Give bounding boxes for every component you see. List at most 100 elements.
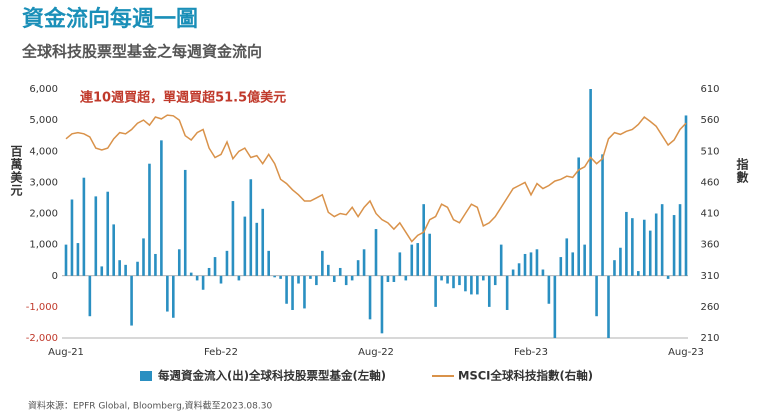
bar bbox=[410, 244, 414, 276]
bar bbox=[261, 208, 265, 276]
y-tick-label: 0 bbox=[52, 271, 58, 282]
bar bbox=[70, 199, 74, 276]
bar bbox=[613, 260, 616, 276]
bar bbox=[505, 275, 509, 310]
y2-tick-label: 560 bbox=[700, 115, 719, 126]
bar bbox=[285, 275, 288, 304]
y-tick-label: 6,000 bbox=[29, 84, 58, 95]
x-tick-label: Aug-21 bbox=[48, 347, 84, 358]
chart-subtitle: 全球科技股票型基金之每週資金流向 bbox=[21, 43, 262, 61]
bar bbox=[440, 275, 443, 281]
x-tick-label: Feb-23 bbox=[514, 347, 548, 358]
bar bbox=[243, 216, 247, 276]
bar bbox=[380, 275, 384, 334]
y2-tick-label: 360 bbox=[700, 240, 719, 251]
bar bbox=[619, 247, 622, 276]
bar bbox=[482, 275, 485, 281]
bar bbox=[428, 233, 431, 276]
annotation: 連10週買超，單週買超51.5億美元 bbox=[80, 90, 286, 106]
bar bbox=[416, 243, 420, 276]
bar bbox=[637, 271, 640, 276]
bar bbox=[332, 275, 336, 282]
bar bbox=[559, 257, 563, 276]
bar bbox=[541, 269, 545, 276]
bar bbox=[553, 275, 557, 338]
bar bbox=[404, 275, 408, 281]
source: 資料來源：EPFR Global, Bloomberg,資料截至2023.08.… bbox=[28, 400, 272, 412]
x-tick-label: Aug-23 bbox=[668, 347, 704, 358]
bar bbox=[136, 261, 139, 276]
bar bbox=[458, 275, 461, 286]
bar bbox=[309, 275, 312, 279]
y-tick-label: 2,000 bbox=[29, 209, 58, 220]
bar bbox=[571, 252, 575, 276]
bar bbox=[344, 275, 348, 286]
bar bbox=[94, 196, 98, 276]
bar bbox=[166, 275, 169, 312]
bar bbox=[648, 230, 652, 276]
bar bbox=[338, 267, 342, 276]
bar bbox=[172, 275, 175, 318]
bar bbox=[523, 253, 527, 276]
bar bbox=[529, 252, 533, 276]
bar bbox=[279, 275, 282, 279]
bar bbox=[213, 257, 217, 276]
bar bbox=[255, 222, 259, 276]
bar bbox=[386, 275, 390, 282]
bar bbox=[607, 275, 610, 338]
bar bbox=[160, 140, 163, 276]
bar bbox=[267, 250, 270, 276]
bar bbox=[487, 275, 491, 307]
bar bbox=[112, 224, 115, 276]
y2-tick-label: 260 bbox=[700, 302, 719, 313]
bar bbox=[321, 250, 324, 276]
bar bbox=[88, 275, 92, 317]
bar bbox=[76, 243, 80, 276]
bar bbox=[464, 275, 467, 292]
line bbox=[65, 114, 687, 243]
bar bbox=[517, 263, 521, 276]
bar bbox=[231, 201, 235, 276]
bar bbox=[470, 275, 473, 295]
y-tick-label: -1,000 bbox=[26, 302, 58, 313]
bar bbox=[195, 275, 199, 281]
bar bbox=[684, 115, 688, 276]
bar bbox=[535, 249, 539, 276]
y-tick-label: 5,000 bbox=[29, 115, 58, 126]
bar bbox=[595, 275, 598, 317]
bar bbox=[189, 272, 193, 276]
bar bbox=[207, 267, 211, 276]
bar bbox=[452, 275, 455, 289]
bar bbox=[565, 238, 569, 276]
legend-label: MSCI全球科技指數(右軸) bbox=[458, 369, 593, 383]
bar bbox=[327, 264, 330, 276]
bar bbox=[672, 215, 676, 276]
bar bbox=[100, 266, 104, 276]
bar bbox=[273, 275, 276, 278]
legend-swatch bbox=[140, 371, 152, 381]
y-tick-label: 3,000 bbox=[29, 177, 58, 188]
bar bbox=[374, 229, 378, 276]
bar bbox=[297, 275, 300, 284]
x-tick-label: Feb-22 bbox=[204, 347, 238, 358]
y2-tick-label: 460 bbox=[700, 177, 719, 188]
bar bbox=[511, 269, 515, 276]
x-tick-label: Aug-22 bbox=[358, 347, 394, 358]
bar bbox=[315, 275, 318, 286]
bar bbox=[577, 157, 580, 276]
y2-tick-label: 510 bbox=[700, 146, 719, 157]
y-tick-label: 4,000 bbox=[29, 146, 58, 157]
bar bbox=[666, 275, 670, 279]
bar bbox=[493, 275, 497, 286]
bar bbox=[106, 191, 110, 276]
bar bbox=[249, 179, 253, 276]
bar bbox=[642, 219, 646, 276]
y-tick-label: 1,000 bbox=[29, 240, 58, 251]
y2-tick-label: 410 bbox=[700, 209, 719, 220]
bar bbox=[291, 275, 294, 310]
y2-tick-label: 310 bbox=[700, 271, 719, 282]
bar bbox=[589, 89, 592, 276]
bar bbox=[476, 275, 479, 295]
bar bbox=[398, 252, 402, 276]
bar bbox=[368, 275, 372, 320]
